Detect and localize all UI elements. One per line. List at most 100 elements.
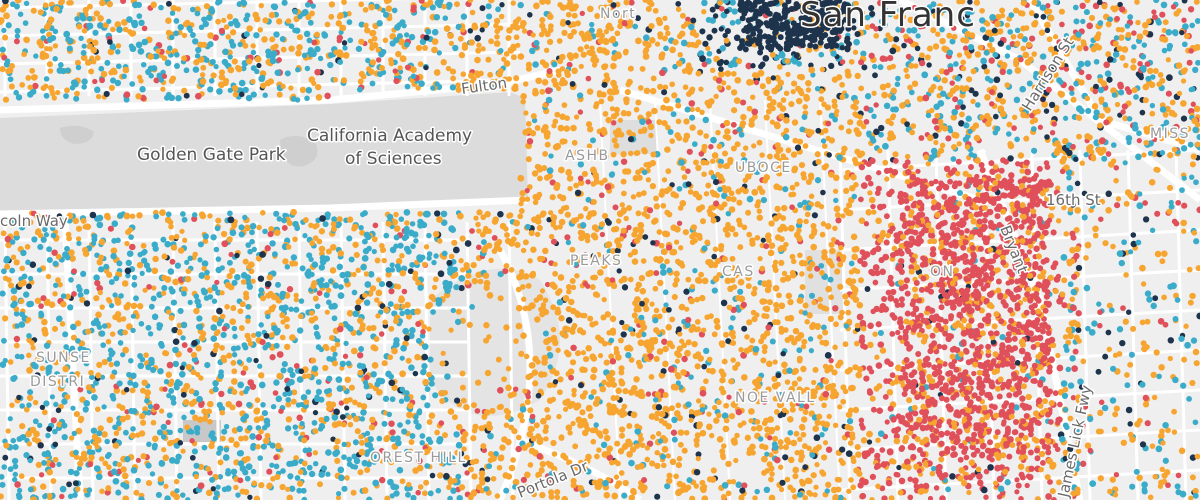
population-dot	[309, 10, 315, 17]
population-dot	[302, 232, 308, 239]
population-dot	[904, 205, 911, 212]
population-dot	[869, 473, 877, 481]
population-dot	[440, 59, 447, 66]
population-dot	[1019, 395, 1026, 402]
population-dot	[750, 290, 758, 297]
population-dot	[1156, 373, 1162, 380]
population-dot	[713, 93, 719, 100]
population-dot	[485, 56, 492, 63]
population-dot	[1055, 185, 1061, 191]
population-dot	[755, 398, 762, 405]
population-dot	[1192, 419, 1199, 426]
population-dot	[162, 454, 170, 462]
population-dot	[531, 170, 539, 177]
population-dot	[406, 411, 413, 419]
population-dot	[1073, 226, 1080, 234]
population-dot	[562, 406, 569, 412]
population-dot	[522, 81, 529, 87]
population-dot	[933, 139, 939, 146]
population-dot	[904, 310, 911, 317]
population-dot	[933, 178, 939, 185]
population-dot	[859, 10, 866, 16]
population-dot	[32, 418, 39, 425]
population-dot	[393, 225, 401, 232]
population-dot	[1046, 368, 1053, 375]
population-dot	[754, 488, 760, 495]
population-dot	[351, 453, 358, 460]
population-dot	[469, 228, 475, 234]
population-dot	[132, 381, 139, 389]
population-dot	[832, 344, 838, 351]
population-dot	[378, 331, 385, 337]
population-dot	[684, 306, 690, 312]
population-dot	[721, 150, 729, 157]
population-dot	[424, 402, 431, 409]
population-dot	[92, 78, 98, 85]
population-dot	[850, 484, 857, 491]
population-dot	[1031, 84, 1038, 90]
population-dot	[860, 342, 866, 349]
population-dot	[800, 431, 807, 438]
population-dot	[175, 6, 182, 12]
population-dot	[1189, 379, 1196, 387]
population-dot	[663, 302, 669, 308]
population-dot	[165, 419, 171, 426]
population-dot	[874, 270, 881, 277]
population-dot	[845, 309, 852, 316]
population-dot	[756, 208, 763, 214]
population-dot	[108, 279, 115, 286]
population-dot	[968, 164, 974, 170]
population-dot	[81, 43, 87, 49]
population-dot	[253, 32, 260, 39]
population-dot	[805, 79, 812, 87]
park-lake-2	[60, 125, 94, 144]
population-dot	[813, 484, 819, 490]
population-dot	[270, 403, 277, 410]
population-dot	[981, 63, 988, 70]
population-dot	[26, 218, 34, 226]
population-dot	[244, 224, 251, 232]
population-dot	[926, 45, 933, 52]
population-dot	[652, 7, 659, 14]
population-dot	[427, 490, 434, 497]
population-dot	[1106, 346, 1112, 352]
population-dot	[867, 322, 874, 330]
population-dot	[1086, 22, 1094, 30]
population-dot	[974, 102, 981, 108]
population-dot	[200, 64, 207, 71]
population-dot	[721, 443, 727, 449]
population-dot	[903, 67, 909, 73]
population-dot	[539, 0, 546, 5]
population-dot	[110, 77, 117, 84]
population-dot	[1178, 133, 1186, 141]
population-dot	[324, 309, 330, 315]
population-dot	[278, 408, 284, 414]
population-dot	[1079, 160, 1086, 166]
population-dot	[875, 217, 882, 225]
population-dot	[912, 305, 920, 313]
population-dot	[1153, 349, 1160, 356]
population-dot	[949, 38, 956, 45]
population-dot	[483, 322, 490, 329]
population-dot	[38, 472, 45, 478]
population-dot	[480, 239, 487, 246]
population-dot	[565, 11, 572, 18]
population-dot	[1084, 442, 1092, 449]
population-dot	[765, 386, 772, 393]
population-dot	[1195, 59, 1200, 66]
population-dot	[227, 210, 233, 217]
population-dot	[555, 347, 561, 353]
population-dot	[72, 217, 80, 225]
population-dot	[344, 405, 350, 411]
population-dot	[341, 40, 348, 46]
population-dot	[1185, 125, 1192, 132]
population-dot	[683, 118, 690, 125]
population-dot	[863, 119, 870, 125]
population-dot	[408, 439, 415, 446]
population-dot	[774, 74, 781, 82]
population-dot	[620, 331, 627, 338]
population-dot	[706, 50, 713, 57]
population-dot	[710, 136, 717, 144]
population-dot	[497, 295, 504, 302]
